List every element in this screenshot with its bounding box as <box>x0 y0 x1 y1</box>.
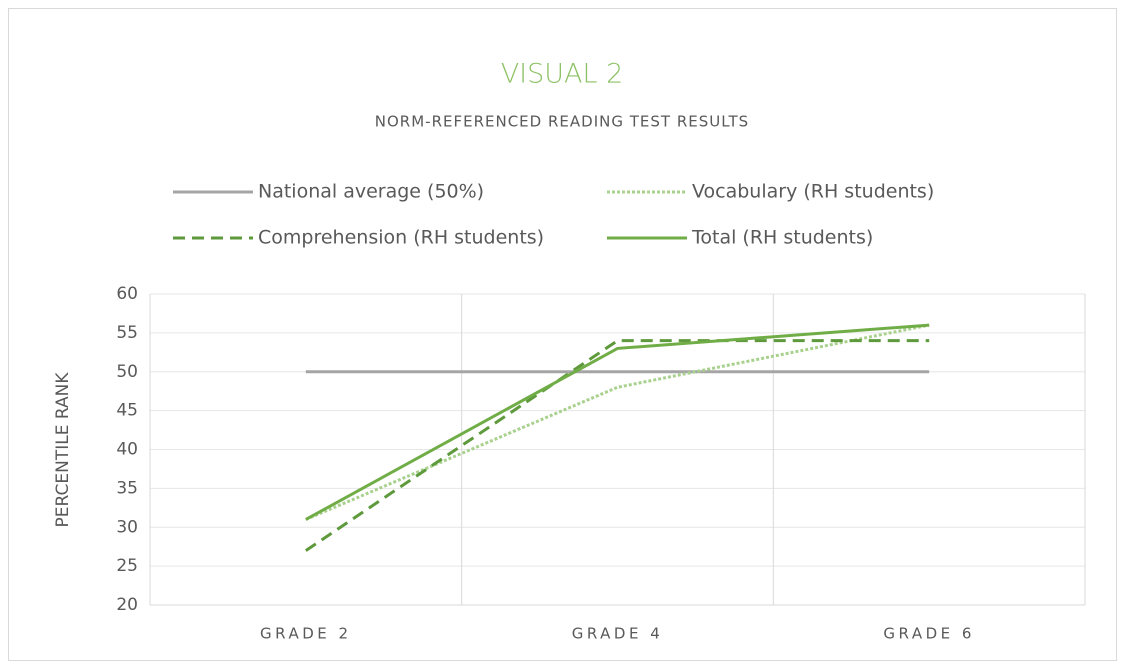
y-tick-label: 20 <box>116 595 138 615</box>
y-tick-label: 55 <box>116 323 138 343</box>
legend-label: Comprehension (RH students) <box>258 227 544 249</box>
series-line <box>304 339 930 552</box>
y-tick-label: 30 <box>116 517 138 537</box>
legend-label: National average (50%) <box>258 181 484 203</box>
legend-label: Total (RH students) <box>691 227 873 249</box>
chart-subtitle: NORM-REFERENCED READING TEST RESULTS <box>375 113 749 131</box>
y-tick-label: 35 <box>116 478 138 498</box>
y-tick-label: 40 <box>116 440 138 460</box>
x-tick-label: GRADE 2 <box>260 625 352 643</box>
chart-border <box>8 8 1117 661</box>
y-tick-label: 50 <box>116 362 138 382</box>
y-axis-label: PERCENTILE RANK <box>53 372 73 528</box>
legend-label: Vocabulary (RH students) <box>692 181 934 203</box>
y-tick-label: 60 <box>116 284 138 304</box>
series-line <box>305 323 930 521</box>
series-line <box>305 323 930 521</box>
x-tick-label: GRADE 6 <box>883 625 975 643</box>
y-tick-label: 45 <box>116 401 138 421</box>
y-tick-label: 25 <box>116 556 138 576</box>
x-tick-label: GRADE 4 <box>572 625 664 643</box>
chart-title: VISUAL 2 <box>501 59 624 90</box>
